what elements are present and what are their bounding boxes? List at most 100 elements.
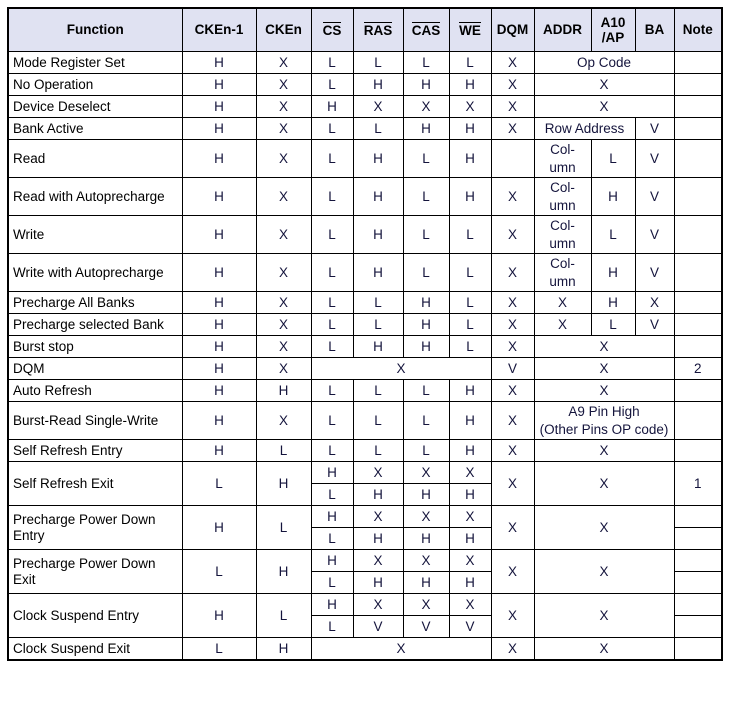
value-cell: 2 xyxy=(673,357,723,381)
value-cell: H xyxy=(448,439,492,463)
value-cell: X xyxy=(255,291,312,315)
value-cell: L xyxy=(310,215,354,255)
value-cell: X xyxy=(255,117,312,140)
value-cell: X xyxy=(255,95,312,118)
value-cell: Col- umn xyxy=(533,215,592,255)
function-cell: Mode Register Set xyxy=(7,51,183,74)
header-label: Note xyxy=(682,22,713,38)
value-cell xyxy=(490,138,535,179)
value-cell: A9 Pin High (Other Pins OP code) xyxy=(533,401,675,441)
value-cell xyxy=(673,291,723,315)
table-row: Device Deselect H X H X X X X X xyxy=(7,95,723,118)
column-header-cken: CKEn xyxy=(255,7,312,52)
value-cell: L xyxy=(402,401,450,441)
value-cell: X xyxy=(255,138,312,179)
value-cell: H xyxy=(310,461,354,485)
value-cell: H xyxy=(181,177,257,217)
column-header-addr: ADDR xyxy=(533,7,592,52)
value-cell: L xyxy=(352,379,404,403)
value-cell: X xyxy=(533,593,675,639)
value-cell xyxy=(673,637,723,661)
value-cell: H xyxy=(448,73,492,96)
value-cell: V xyxy=(402,615,450,639)
value-cell: H xyxy=(352,73,404,96)
header-label: A10 /AP xyxy=(600,14,626,45)
value-cell: X xyxy=(255,51,312,74)
value-cell: X xyxy=(352,95,404,118)
value-cell: X xyxy=(448,505,492,529)
value-cell: H xyxy=(448,401,492,441)
function-cell: Device Deselect xyxy=(7,95,183,118)
value-cell xyxy=(673,177,723,217)
value-cell: L xyxy=(402,253,450,293)
value-cell: X xyxy=(490,215,535,255)
value-cell: H xyxy=(352,253,404,293)
value-cell: X xyxy=(490,505,535,551)
value-cell: L xyxy=(448,335,492,359)
value-cell: H xyxy=(448,138,492,179)
value-cell: X xyxy=(402,95,450,118)
value-cell: L xyxy=(402,138,450,179)
value-cell: Row Address xyxy=(533,117,636,140)
value-cell: L xyxy=(310,483,354,507)
value-cell: V xyxy=(634,138,675,179)
value-cell: H xyxy=(310,593,354,617)
column-header-we: WE xyxy=(448,7,492,52)
header-label: BA xyxy=(644,22,665,38)
value-cell: L xyxy=(255,439,312,463)
value-cell: H xyxy=(448,177,492,217)
value-cell: H xyxy=(181,73,257,96)
value-cell: H xyxy=(181,439,257,463)
column-header-cas: CAS xyxy=(402,7,450,52)
value-cell: H xyxy=(181,51,257,74)
value-cell: L xyxy=(402,379,450,403)
value-cell: H xyxy=(181,505,257,551)
value-cell: H xyxy=(255,461,312,507)
value-cell: L xyxy=(448,313,492,337)
value-cell: L xyxy=(402,439,450,463)
value-cell: X xyxy=(533,549,675,595)
function-cell: Clock Suspend Entry xyxy=(7,593,183,639)
value-cell: L xyxy=(590,138,636,179)
value-cell: H xyxy=(181,357,257,381)
table-row: Bank Active H X L L H H X Row Address V xyxy=(7,117,723,140)
value-cell: H xyxy=(310,505,354,529)
value-cell: X xyxy=(490,51,535,74)
value-cell: X xyxy=(634,291,675,315)
value-cell: L xyxy=(181,549,257,595)
value-cell: L xyxy=(310,291,354,315)
value-cell: X xyxy=(255,215,312,255)
value-cell: H xyxy=(352,571,404,595)
value-cell: H xyxy=(402,483,450,507)
value-cell xyxy=(673,593,723,617)
value-cell: H xyxy=(255,379,312,403)
value-cell: L xyxy=(352,401,404,441)
value-cell: X xyxy=(255,357,312,381)
value-cell: L xyxy=(310,439,354,463)
value-cell: V xyxy=(352,615,404,639)
value-cell: Col- umn xyxy=(533,177,592,217)
table-row: Self Refresh Exit L H H X X X X X 1 xyxy=(7,461,723,507)
function-cell: Write xyxy=(7,215,183,255)
value-cell: X xyxy=(448,593,492,617)
table-row: Precharge All Banks H X L L H L X X H X xyxy=(7,291,723,315)
table-row: Self Refresh Entry H L L L L H X X xyxy=(7,439,723,463)
value-cell: H xyxy=(352,138,404,179)
table-body: Mode Register Set H X L L L L X Op Code No Operat… xyxy=(7,51,723,661)
value-cell: L xyxy=(310,313,354,337)
value-cell: H xyxy=(448,379,492,403)
value-cell: X xyxy=(490,461,535,507)
value-cell: X xyxy=(402,593,450,617)
value-cell xyxy=(673,215,723,255)
function-cell: Burst stop xyxy=(7,335,183,359)
header-row: Function CKEn-1 CKEn CS RAS CAS WE DQM ADDR A10 /… xyxy=(7,7,723,52)
value-cell: L xyxy=(255,593,312,639)
function-cell: Precharge All Banks xyxy=(7,291,183,315)
value-cell: X xyxy=(448,95,492,118)
value-cell: H xyxy=(181,335,257,359)
table-row: Write H X L H L L X Col- umn L V xyxy=(7,215,723,255)
table-row: Mode Register Set H X L L L L X Op Code xyxy=(7,51,723,74)
value-cell: L xyxy=(448,253,492,293)
value-cell: H xyxy=(310,549,354,573)
